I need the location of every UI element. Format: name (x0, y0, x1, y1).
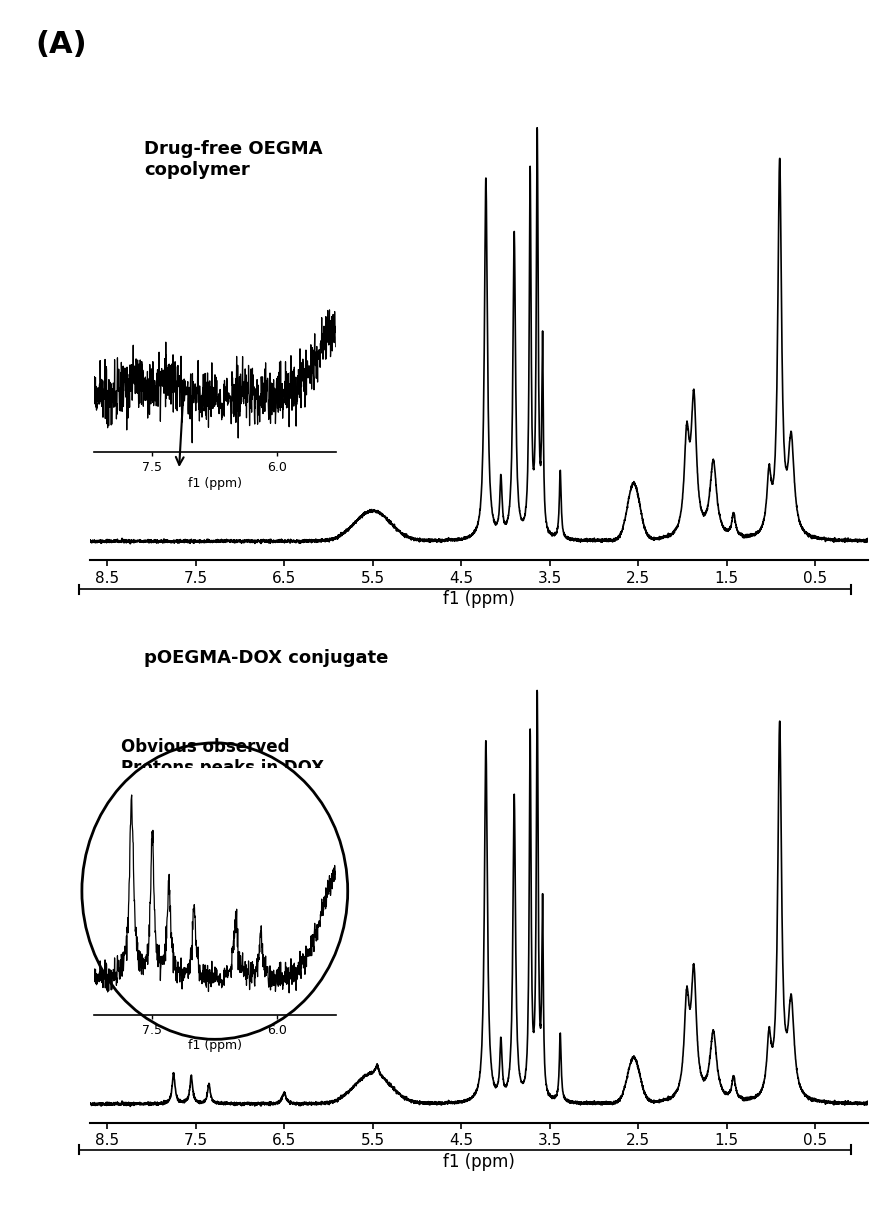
Text: (A): (A) (36, 30, 88, 59)
Text: Drug-free OEGMA
copolymer: Drug-free OEGMA copolymer (144, 140, 322, 180)
Text: pOEGMA-DOX conjugate: pOEGMA-DOX conjugate (144, 648, 388, 666)
Text: Obvious observed
Protons peaks in DOX: Obvious observed Protons peaks in DOX (121, 737, 324, 776)
X-axis label: f1 (ppm): f1 (ppm) (188, 1040, 241, 1052)
X-axis label: f1 (ppm): f1 (ppm) (188, 477, 241, 489)
X-axis label: f1 (ppm): f1 (ppm) (443, 590, 514, 607)
X-axis label: f1 (ppm): f1 (ppm) (443, 1153, 514, 1170)
